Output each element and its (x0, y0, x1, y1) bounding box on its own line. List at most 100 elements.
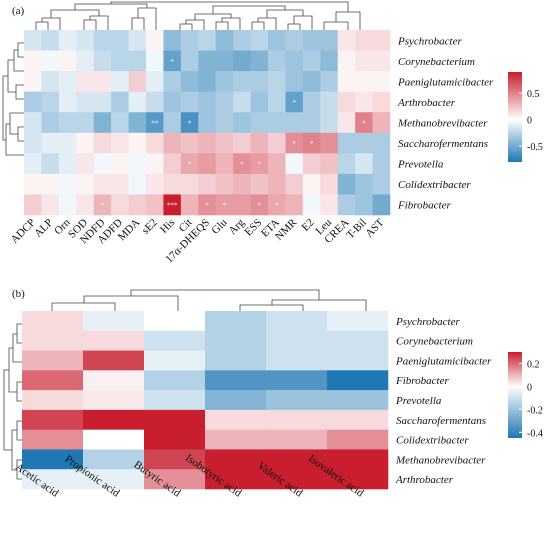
cell-corynebacterium-t-bil (355, 50, 373, 72)
cell-methanobrevibacter-isobutyric-acid (205, 449, 267, 470)
cell-methanobrevibacter-mda (128, 112, 147, 134)
cell-fibrobacter-e2 (302, 194, 321, 216)
cell-colidextribacter-ast (372, 173, 391, 195)
cell-fibrobacter-leu (320, 194, 339, 216)
cell-arthrobacter-ndfd (93, 91, 112, 113)
cell-prevotella-mda (128, 153, 147, 175)
cell-fibrobacter-crea (337, 194, 356, 216)
cell-methanobrevibacter-nmr (285, 112, 304, 134)
cell-fibrobacter-his (163, 194, 182, 216)
cell-corynebacterium-arg (233, 50, 251, 72)
cell-saccharofermentans-acetic-acid (22, 409, 84, 430)
cell-prevotella-acetic-acid (22, 390, 84, 411)
cell-psychrobacter-t-bil (355, 30, 373, 51)
cell-methanobrevibacter-isovaleric-acid (327, 449, 389, 470)
cell-methanobrevibacter-butyric-acid (144, 449, 206, 470)
cell-psychrobacter-glu (215, 30, 234, 51)
cell-arthrobacter-t-bil (355, 91, 373, 113)
significance-mark: * (292, 140, 296, 148)
column-label: Arg (227, 216, 248, 237)
cell-colidextribacter-17-dheqs (198, 173, 217, 195)
heatmap-a-row-dendrogram (2, 42, 24, 156)
cell-fibrobacter-se2 (146, 194, 164, 216)
cell-corynebacterium-se2 (146, 50, 164, 72)
cell-saccharofermentans-adfd (111, 132, 129, 154)
cell-corynebacterium-17-dheqs (198, 50, 217, 72)
cell-saccharofermentans-glu (215, 132, 234, 154)
cell-psychrobacter-crea (337, 30, 356, 51)
cell-corynebacterium-leu (320, 50, 339, 72)
cell-paeniglutamicibacter-sod (76, 71, 95, 92)
row-label: Fibrobacter (397, 200, 451, 212)
cell-arthrobacter-eta (268, 91, 286, 113)
heatmap-b-column-dendrogram (51, 289, 367, 311)
legend-tick-label: 0 (527, 116, 532, 127)
cell-corynebacterium-mda (128, 50, 147, 72)
cell-methanobrevibacter-crea (337, 112, 356, 134)
row-label: Psychrobacter (395, 316, 460, 328)
cell-fibrobacter-mda (128, 194, 147, 216)
cell-arthrobacter-acetic-acid (22, 469, 84, 490)
cell-saccharofermentans-propionic-acid (83, 409, 145, 430)
cell-corynebacterium-ast (372, 50, 391, 72)
cell-saccharofermentans-butyric-acid (144, 409, 206, 430)
legend-tick-label: -0.2 (527, 405, 543, 416)
cell-methanobrevibacter-ndfd (93, 112, 112, 134)
cell-saccharofermentans-eta (268, 132, 286, 154)
column-label: NMR (273, 216, 300, 243)
cell-prevotella-valeric-acid (266, 390, 328, 411)
cell-corynebacterium-orn (58, 50, 77, 72)
cell-saccharofermentans-leu (320, 132, 339, 154)
cell-saccharofermentans-valeric-acid (266, 409, 328, 430)
cell-arthrobacter-cit (180, 91, 199, 113)
legend-b: 0.2 0 -0.2 -0.4 (519, 359, 543, 439)
cell-paeniglutamicibacter-ess (250, 71, 269, 92)
cell-prevotella-adfd (111, 153, 129, 175)
cell-paeniglutamicibacter-adfd (111, 71, 129, 92)
cell-colidextribacter-sod (76, 173, 95, 195)
cell-fibrobacter-sod (76, 194, 95, 216)
cell-colidextribacter-isovaleric-acid (327, 429, 389, 450)
cell-colidextribacter-acetic-acid (22, 429, 84, 450)
cell-paeniglutamicibacter-valeric-acid (266, 350, 328, 371)
heatmap-a: Psychrobacter Corynebacterium Paeniglutami… (9, 30, 494, 266)
cell-corynebacterium-adcp (24, 50, 42, 72)
cell-saccharofermentans-mda (128, 132, 147, 154)
row-label: Prevotella (395, 395, 442, 407)
cell-fibrobacter-cit (180, 194, 199, 216)
cell-fibrobacter-isovaleric-acid (327, 370, 389, 391)
cell-saccharofermentans-se2 (146, 132, 164, 154)
cell-psychrobacter-alp (41, 30, 60, 51)
significance-mark: ** (151, 120, 159, 128)
cell-arthrobacter-e2 (302, 91, 321, 113)
cell-corynebacterium-isobutyric-acid (205, 330, 267, 351)
cell-prevotella-alp (41, 153, 60, 175)
cell-arthrobacter-orn (58, 91, 77, 113)
significance-mark: * (223, 202, 227, 210)
cell-colidextribacter-valeric-acid (266, 429, 328, 450)
cell-psychrobacter-ndfd (93, 30, 112, 51)
heatmap-b-row-dendrogram (3, 323, 22, 480)
cell-methanobrevibacter-glu (215, 112, 234, 134)
cell-fibrobacter-propionic-acid (83, 370, 145, 391)
row-label: Methanobrevibacter (395, 454, 486, 466)
significance-mark: * (362, 120, 366, 128)
cell-psychrobacter-e2 (302, 30, 321, 51)
cell-arthrobacter-adfd (111, 91, 129, 113)
cell-colidextribacter-nmr (285, 173, 304, 195)
cell-paeniglutamicibacter-glu (215, 71, 234, 92)
cell-fibrobacter-isobutyric-acid (205, 370, 267, 391)
cell-arthrobacter-nmr (285, 91, 304, 113)
cell-corynebacterium-propionic-acid (83, 330, 145, 351)
cell-saccharofermentans-isobutyric-acid (205, 409, 267, 430)
cell-arthrobacter-ess (250, 91, 269, 113)
cell-psychrobacter-orn (58, 30, 77, 51)
column-label: His (158, 217, 177, 236)
cell-paeniglutamicibacter-nmr (285, 71, 304, 92)
cell-colidextribacter-propionic-acid (83, 429, 145, 450)
cell-prevotella-eta (268, 153, 286, 175)
significance-mark: * (170, 58, 174, 66)
cell-prevotella-e2 (302, 153, 321, 175)
cell-paeniglutamicibacter-butyric-acid (144, 350, 206, 371)
